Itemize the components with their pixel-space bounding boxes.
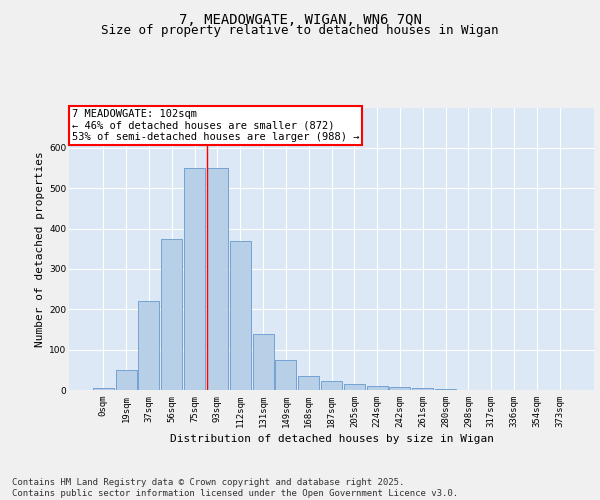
X-axis label: Distribution of detached houses by size in Wigan: Distribution of detached houses by size …: [170, 434, 493, 444]
Bar: [230, 240, 251, 390]
Bar: [389, 387, 410, 390]
Bar: [161, 238, 182, 390]
Bar: [367, 386, 388, 390]
Bar: [253, 334, 274, 390]
Text: 7 MEADOWGATE: 102sqm
← 46% of detached houses are smaller (872)
53% of semi-deta: 7 MEADOWGATE: 102sqm ← 46% of detached h…: [71, 109, 359, 142]
Bar: [412, 388, 433, 390]
Bar: [93, 388, 114, 390]
Bar: [435, 389, 456, 390]
Text: Size of property relative to detached houses in Wigan: Size of property relative to detached ho…: [101, 24, 499, 37]
Bar: [275, 360, 296, 390]
Y-axis label: Number of detached properties: Number of detached properties: [35, 151, 45, 346]
Bar: [207, 168, 228, 390]
Text: Contains HM Land Registry data © Crown copyright and database right 2025.
Contai: Contains HM Land Registry data © Crown c…: [12, 478, 458, 498]
Bar: [344, 384, 365, 390]
Bar: [139, 301, 160, 390]
Bar: [184, 168, 205, 390]
Bar: [116, 370, 137, 390]
Bar: [321, 381, 342, 390]
Bar: [298, 376, 319, 390]
Text: 7, MEADOWGATE, WIGAN, WN6 7QN: 7, MEADOWGATE, WIGAN, WN6 7QN: [179, 12, 421, 26]
